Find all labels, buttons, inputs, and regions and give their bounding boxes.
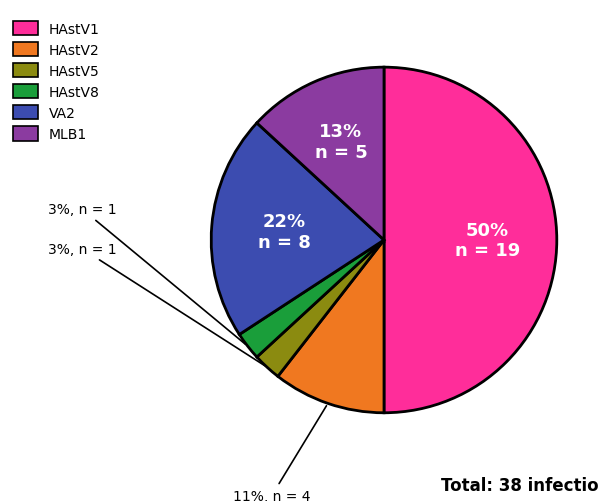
Text: 11%, n = 4: 11%, n = 4 [233,406,326,501]
Text: 13%
n = 5: 13% n = 5 [314,123,367,162]
Text: Total: 38 infections: Total: 38 infections [441,476,600,494]
Text: 3%, n = 1: 3%, n = 1 [47,202,245,345]
Wedge shape [278,240,384,413]
Wedge shape [384,68,557,413]
Wedge shape [239,240,384,357]
Wedge shape [257,68,384,240]
Text: 22%
n = 8: 22% n = 8 [257,213,311,252]
Legend: HAstV1, HAstV2, HAstV5, HAstV8, VA2, MLB1: HAstV1, HAstV2, HAstV5, HAstV8, VA2, MLB… [13,22,100,142]
Text: 50%
n = 19: 50% n = 19 [455,221,520,260]
Wedge shape [211,124,384,335]
Text: 3%, n = 1: 3%, n = 1 [47,242,265,366]
Wedge shape [257,240,384,377]
